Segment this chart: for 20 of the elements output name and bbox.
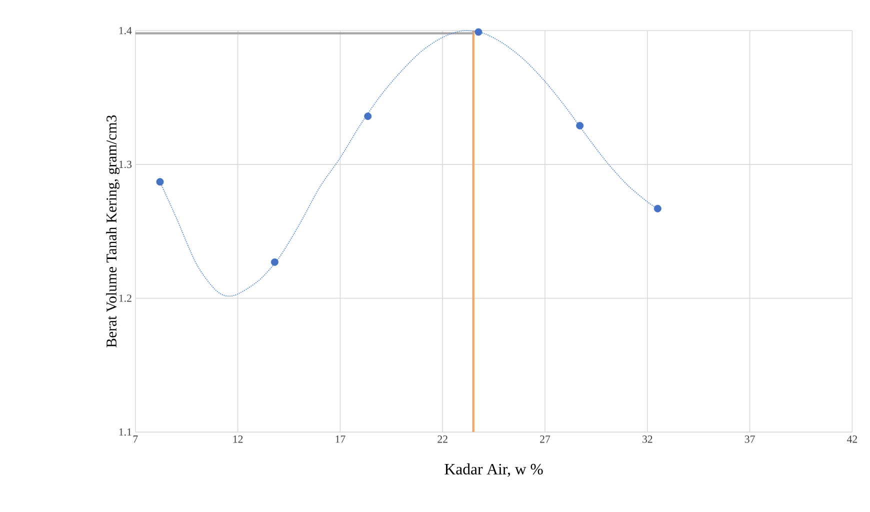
point bbox=[474, 28, 482, 36]
x-tick-label: 37 bbox=[744, 435, 755, 443]
point bbox=[156, 178, 164, 186]
x-tick-label: 12 bbox=[233, 435, 243, 443]
x-tick-label: 27 bbox=[540, 435, 550, 443]
point bbox=[364, 112, 372, 120]
y-tick-label: 1.1 bbox=[119, 428, 132, 436]
x-tick-label: 32 bbox=[642, 435, 652, 443]
x-tick-label: 17 bbox=[336, 435, 346, 443]
point bbox=[576, 122, 584, 130]
y-axis-title: Berat Volume Tanah Kering, gram/cm3 bbox=[106, 115, 120, 348]
x-tick-label: 22 bbox=[438, 435, 448, 443]
x-axis-title: Kadar Air, w % bbox=[444, 463, 543, 477]
point bbox=[654, 204, 662, 212]
y-tick-label: 1.4 bbox=[119, 26, 132, 34]
x-tick-label: 42 bbox=[847, 435, 858, 443]
y-tick-label: 1.3 bbox=[119, 160, 132, 168]
y-tick-label: 1.2 bbox=[119, 294, 132, 302]
x-tick-label: 7 bbox=[133, 435, 138, 443]
point bbox=[270, 258, 278, 266]
